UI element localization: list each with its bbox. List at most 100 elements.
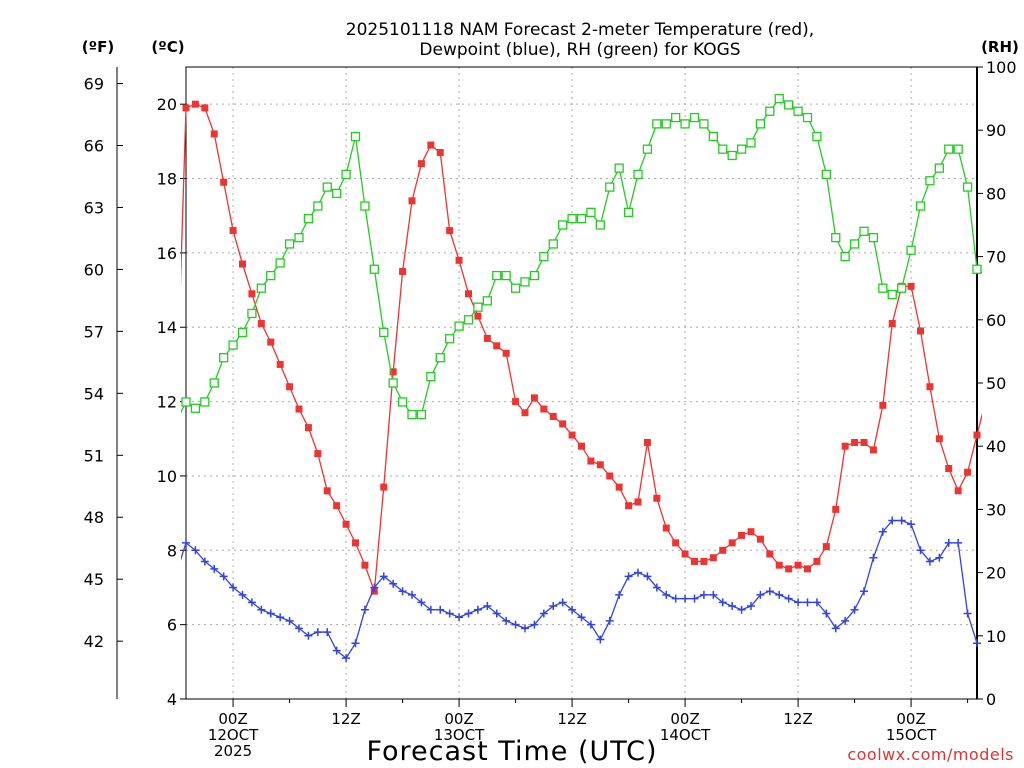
rh-tick-label: 0: [986, 690, 996, 709]
data-point: [493, 342, 501, 350]
data-point: [190, 403, 201, 413]
data-point: [662, 524, 670, 532]
data-point: [333, 502, 341, 510]
data-point: [502, 349, 510, 357]
rh-tick-label: 30: [986, 500, 1006, 519]
x-tick-label: 15OCT: [886, 726, 937, 744]
data-point: [465, 290, 472, 298]
data-point: [549, 412, 557, 420]
data-point: [313, 628, 322, 637]
series-2-meter-dewpoint: [181, 516, 981, 663]
data-point: [568, 431, 576, 439]
data-point: [229, 583, 238, 592]
data-point: [794, 598, 803, 607]
data-point: [482, 296, 492, 306]
data-point: [417, 160, 425, 168]
data-point: [785, 565, 793, 573]
data-point: [802, 112, 813, 123]
x-tick-label: 00Z: [896, 710, 925, 728]
data-point: [361, 561, 369, 569]
data-point: [295, 405, 303, 413]
data-point: [841, 616, 850, 625]
data-point: [426, 372, 436, 382]
data-point: [286, 383, 294, 391]
data-point: [576, 214, 587, 224]
data-point: [191, 546, 200, 555]
fahrenheit-tick-label: 57: [84, 322, 104, 341]
data-point: [605, 182, 615, 192]
data-point: [427, 141, 435, 149]
data-point: [539, 609, 548, 618]
data-point: [596, 635, 605, 644]
data-point: [445, 334, 455, 344]
data-point: [634, 498, 642, 506]
fahrenheit-tick-label: 45: [84, 570, 104, 589]
data-point: [615, 590, 624, 599]
data-point: [568, 605, 577, 614]
data-point: [642, 144, 653, 154]
x-tick-label: 12OCT: [208, 726, 259, 744]
data-point: [925, 176, 935, 186]
data-point: [474, 312, 482, 320]
data-point: [417, 598, 426, 607]
data-point: [209, 378, 219, 388]
data-point: [662, 590, 671, 599]
data-point: [699, 119, 709, 129]
data-point: [492, 609, 501, 618]
data-point: [201, 104, 209, 112]
data-point: [935, 435, 943, 443]
data-point: [691, 557, 698, 565]
data-point: [200, 557, 209, 566]
data-point: [793, 106, 803, 116]
data-point: [539, 251, 549, 262]
rh-tick-label: 10: [986, 627, 1006, 646]
data-point: [256, 283, 266, 293]
fahrenheit-tick-label: 66: [84, 136, 104, 155]
data-point: [435, 353, 445, 363]
data-point: [436, 605, 445, 614]
rh-tick-label: 70: [986, 248, 1006, 267]
data-point: [455, 256, 463, 264]
data-point: [709, 590, 718, 599]
data-point: [587, 457, 595, 465]
data-point: [360, 201, 370, 211]
data-point: [266, 609, 275, 618]
data-point: [379, 327, 389, 338]
data-point: [803, 598, 812, 607]
data-point: [191, 100, 199, 108]
data-point: [614, 163, 624, 173]
data-point: [633, 169, 643, 180]
data-point: [897, 283, 907, 293]
data-point: [559, 420, 567, 428]
data-point: [775, 561, 783, 569]
data-point: [483, 334, 491, 342]
data-point: [473, 605, 482, 614]
data-point: [577, 613, 586, 622]
data-point: [859, 226, 869, 236]
data-point: [672, 539, 680, 547]
data-point: [220, 178, 228, 186]
data-point: [454, 321, 464, 331]
rh-tick-label: 90: [986, 121, 1006, 140]
axes: 4 6 8 10 12 14 16 18 20 42 45 48 51 54 57 60 63 66 69 0 10 20…: [84, 58, 1017, 760]
data-point: [237, 327, 248, 338]
data-point: [294, 232, 304, 243]
data-point: [558, 598, 567, 607]
data-point: [407, 409, 417, 420]
data-point: [831, 624, 840, 633]
data-point: [812, 131, 822, 142]
data-point: [747, 528, 755, 536]
rh-tick-label: 80: [986, 184, 1006, 203]
data-point: [765, 106, 775, 116]
data-point: [916, 546, 925, 555]
data-point: [869, 446, 877, 454]
data-point: [850, 605, 859, 614]
data-point: [267, 338, 275, 346]
data-point: [954, 538, 963, 547]
celsius-tick-label: 4: [167, 690, 177, 709]
data-point: [794, 561, 802, 569]
data-point: [962, 182, 973, 192]
data-point: [473, 302, 483, 312]
data-point: [652, 119, 662, 129]
